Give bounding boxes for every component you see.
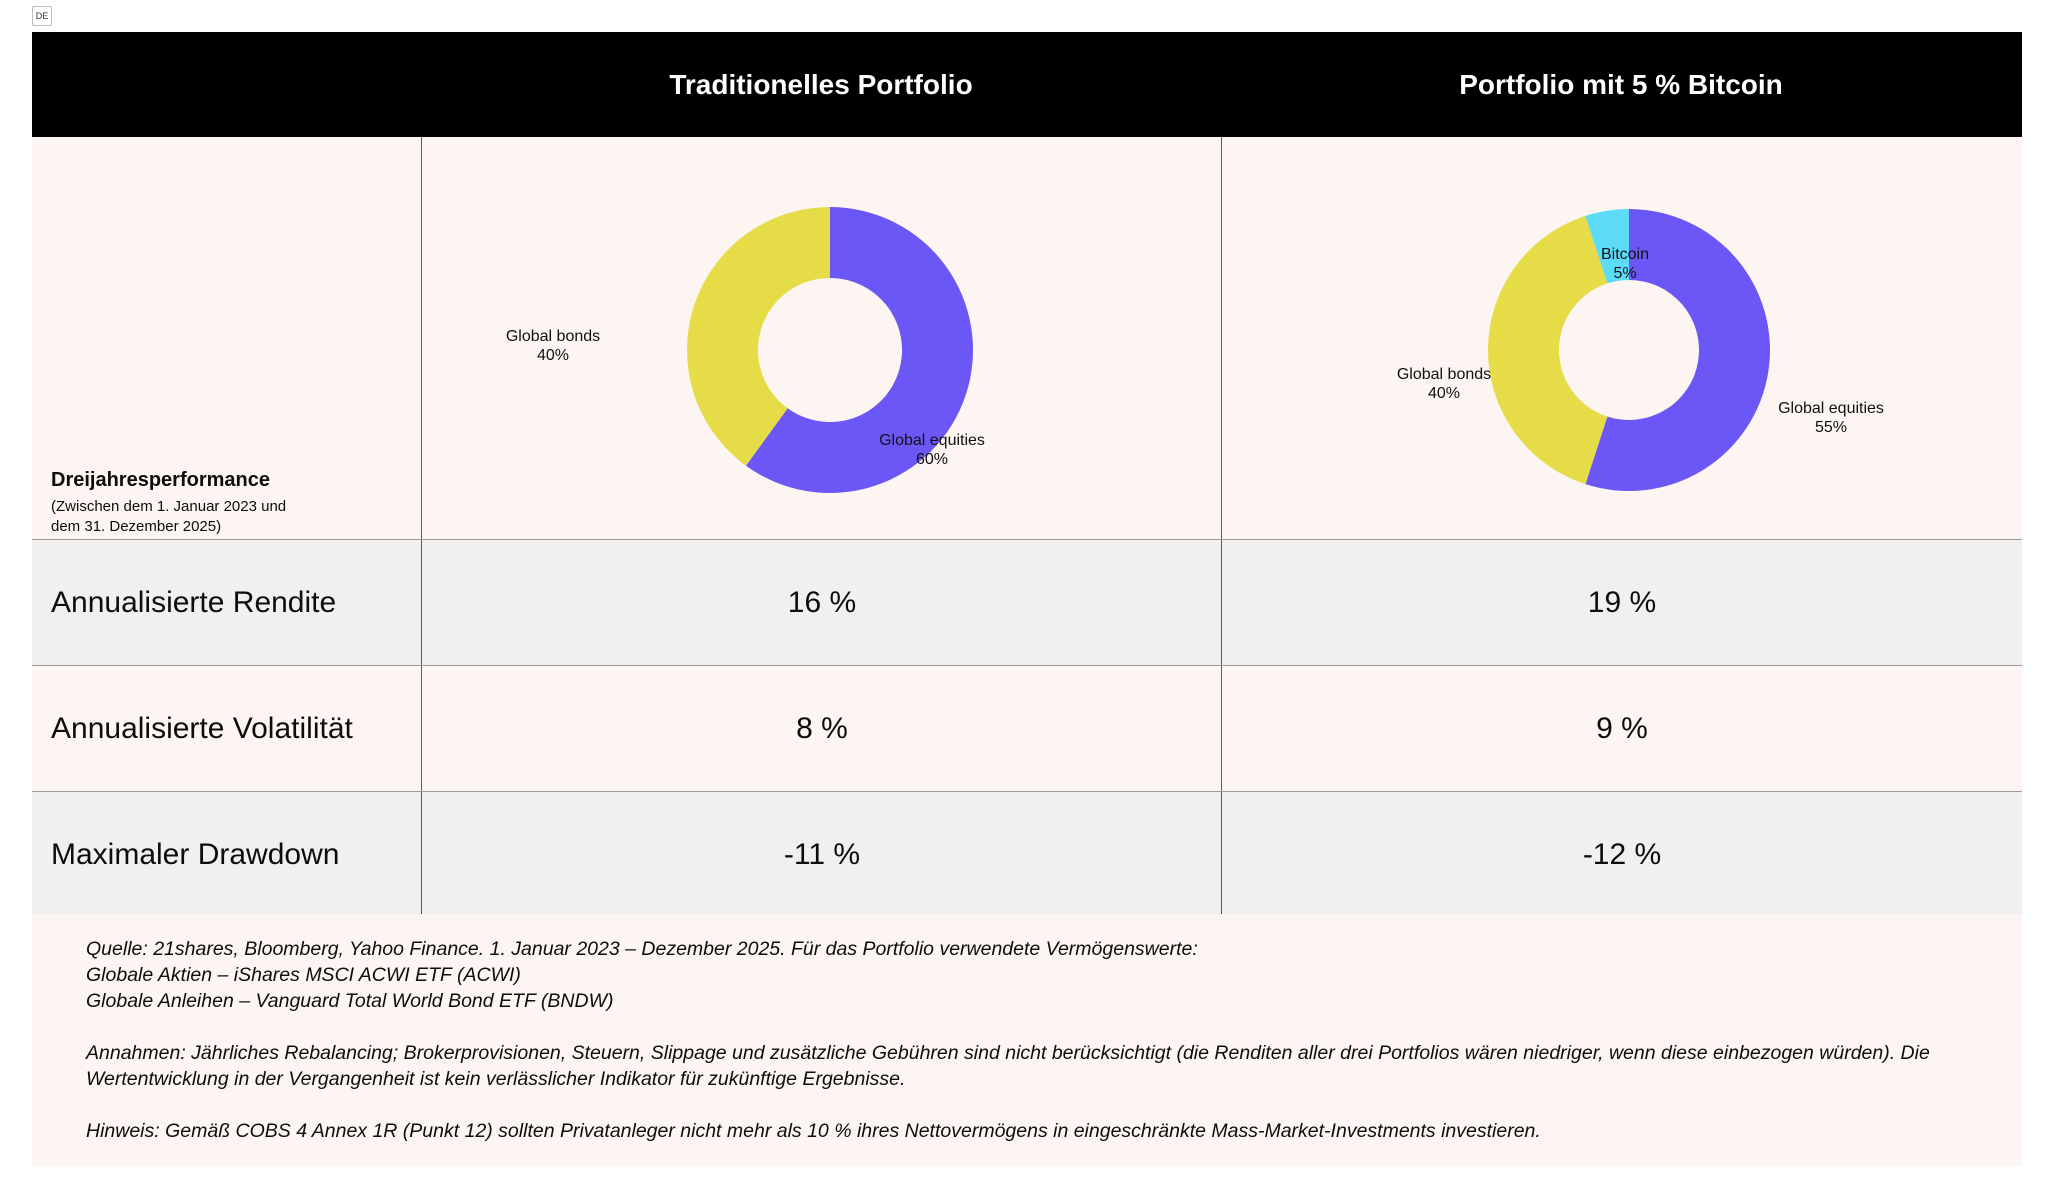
hint-note: Hinweis: Gemäß COBS 4 Annex 1R (Punkt 12…: [86, 1120, 1541, 1142]
column-divider: [421, 666, 422, 791]
bitcoin-volatility-value: 9 %: [1596, 712, 1648, 745]
slice-global-bonds: [1488, 215, 1608, 485]
metric-label: Annualisierte Volatilität: [51, 712, 353, 745]
column-divider: [1221, 540, 1222, 665]
bitcoin-portfolio-title: Portfolio mit 5 % Bitcoin: [1459, 69, 1783, 100]
allocation-row: Dreijahresperformance (Zwischen dem 1. J…: [32, 137, 2022, 540]
slice-label-global-equities: Global equities: [879, 432, 985, 449]
column-divider: [421, 540, 422, 665]
metric-row-drawdown: Maximaler Drawdown -11 % -12 %: [32, 792, 2022, 917]
metric-label: Maximaler Drawdown: [51, 838, 340, 871]
source-note: Globale Aktien – iShares MSCI ACWI ETF (…: [86, 964, 521, 986]
traditional-allocation-donut-chart: Global equities 60% Global bonds 40%: [506, 207, 985, 493]
column-divider: [421, 137, 422, 539]
metric-row-return: Annualisierte Rendite 16 % 19 %: [32, 540, 2022, 666]
performance-subtitle-line: (Zwischen dem 1. Januar 2023 und: [51, 498, 287, 515]
source-note: Quelle: 21shares, Bloomberg, Yahoo Finan…: [86, 938, 1198, 960]
slice-value-label-global-bonds: 40%: [537, 347, 569, 364]
bitcoin-return-value: 19 %: [1587, 586, 1657, 619]
performance-subtitle-line: dem 31. Dezember 2025): [51, 518, 222, 535]
comparison-table: Traditionelles Portfolio Portfolio mit 5…: [32, 32, 2022, 917]
slice-value-label-global-equities: 55%: [1815, 419, 1847, 436]
metric-label: Annualisierte Rendite: [51, 586, 337, 619]
slice-value-label-global-equities: 60%: [916, 451, 948, 468]
slice-value-label-global-bonds: 40%: [1428, 385, 1460, 402]
slice-global-bonds: [687, 207, 830, 466]
footnotes: Quelle: 21shares, Bloomberg, Yahoo Finan…: [32, 914, 2022, 1166]
bitcoin-drawdown-value: -12 %: [1582, 838, 1662, 871]
traditional-drawdown-value: -11 %: [783, 838, 861, 871]
slice-label-global-bonds: Global bonds: [1397, 366, 1491, 383]
bitcoin-allocation-donut-chart: Global equities 55% Global bonds 40% Bitcoin…: [1397, 209, 1884, 491]
traditional-volatility-value: 8 %: [796, 712, 848, 745]
column-divider: [1221, 792, 1222, 917]
traditional-return-value: 16 %: [787, 586, 857, 619]
metric-row-volatility: Annualisierte Volatilität 8 % 9 %: [32, 666, 2022, 792]
table-header: Traditionelles Portfolio Portfolio mit 5…: [32, 32, 2022, 137]
column-divider: [1221, 666, 1222, 791]
traditional-portfolio-title: Traditionelles Portfolio: [669, 69, 973, 100]
slice-label-bitcoin: Bitcoin: [1601, 246, 1649, 263]
slice-global-equities: [1585, 209, 1770, 491]
slice-label-global-bonds: Global bonds: [506, 328, 600, 345]
column-divider: [421, 792, 422, 917]
slice-bitcoin: [1585, 209, 1629, 284]
slice-value-label-bitcoin: 5%: [1613, 265, 1636, 282]
slice-label-global-equities: Global equities: [1778, 400, 1884, 417]
performance-title: Dreijahresperformance: [51, 469, 270, 491]
language-badge[interactable]: DE: [32, 6, 52, 26]
column-divider: [1221, 137, 1222, 539]
assumptions-note: Annahmen: Jährliches Rebalancing; Broker…: [86, 1042, 1930, 1090]
performance-subtitle: (Zwischen dem 1. Januar 2023 und dem 31.…: [51, 497, 351, 537]
source-note: Globale Anleihen – Vanguard Total World …: [86, 990, 614, 1012]
slice-global-equities: [745, 207, 973, 493]
